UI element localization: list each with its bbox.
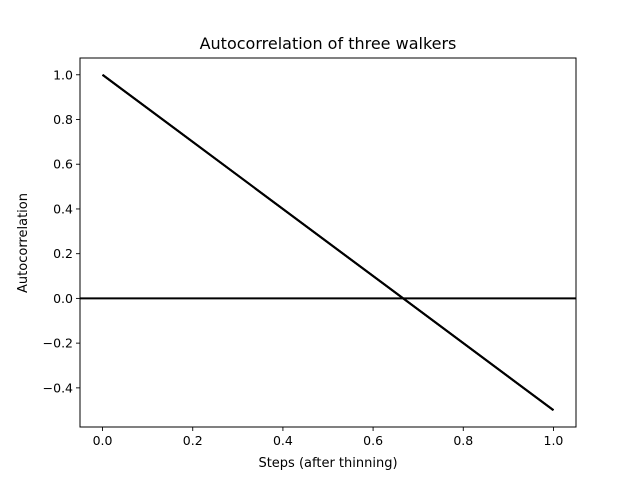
y-tick-label: −0.2 xyxy=(43,336,73,351)
y-tick-label: 0.6 xyxy=(53,157,73,172)
y-tick-label: −0.4 xyxy=(43,380,73,395)
y-tick-label: 1.0 xyxy=(53,67,73,82)
y-axis-label: Autocorrelation xyxy=(16,193,31,293)
x-tick-label: 0.6 xyxy=(363,433,383,448)
x-tick-label: 0.8 xyxy=(453,433,473,448)
tick-labels: 0.0 0.2 0.4 0.6 0.8 1.0 −0.4 −0.2 0.0 0.2 0.4 0.6 0.… xyxy=(43,67,564,448)
plot-frame xyxy=(79,57,577,428)
chart-title: Autocorrelation of three walkers xyxy=(200,34,457,53)
y-tick-label: 0.2 xyxy=(53,246,73,261)
y-tick-label: 0.0 xyxy=(53,291,73,306)
x-tick-label: 1.0 xyxy=(544,433,564,448)
series-line-3 xyxy=(101,73,555,412)
plot-area xyxy=(79,57,577,428)
x-axis-label: Steps (after thinning) xyxy=(258,456,397,471)
y-tick-label: 0.4 xyxy=(53,201,73,216)
x-tick-label: 0.0 xyxy=(93,433,113,448)
y-tick-label: 0.8 xyxy=(53,112,73,127)
x-tick-label: 0.4 xyxy=(273,433,293,448)
x-tick-label: 0.2 xyxy=(183,433,203,448)
